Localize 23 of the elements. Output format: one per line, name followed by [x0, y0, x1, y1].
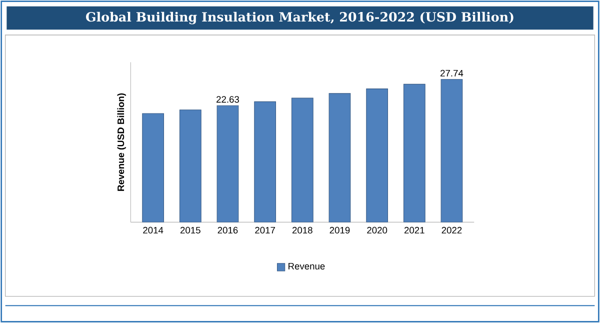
bar — [366, 88, 388, 222]
x-tick-label: 2018 — [292, 226, 312, 234]
x-tick-label: 2017 — [255, 226, 275, 234]
x-tick-label: 2021 — [404, 226, 424, 234]
x-tick-label: 2020 — [367, 226, 388, 234]
bar — [216, 105, 239, 222]
x-tick-label: 2015 — [180, 226, 200, 234]
data-label: 27.74 — [440, 70, 464, 76]
bar — [179, 110, 202, 222]
bar — [291, 98, 314, 222]
bar — [142, 113, 164, 222]
x-tick-label: 2016 — [218, 226, 238, 234]
x-tick-label: 2022 — [442, 226, 462, 234]
data-label: 22.63 — [216, 96, 239, 103]
bar — [403, 84, 426, 222]
bar — [440, 79, 463, 222]
chart-title: Global Building Insulation Market, 2016-2022 (USD Billion) — [86, 12, 514, 24]
bar — [328, 93, 351, 222]
x-tick-label: 2014 — [143, 226, 164, 234]
bar — [254, 101, 276, 222]
legend-label: Revenue — [288, 262, 325, 270]
y-axis-title: Revenue (USD Billion) — [117, 93, 126, 191]
x-tick-label: 2019 — [330, 226, 350, 234]
